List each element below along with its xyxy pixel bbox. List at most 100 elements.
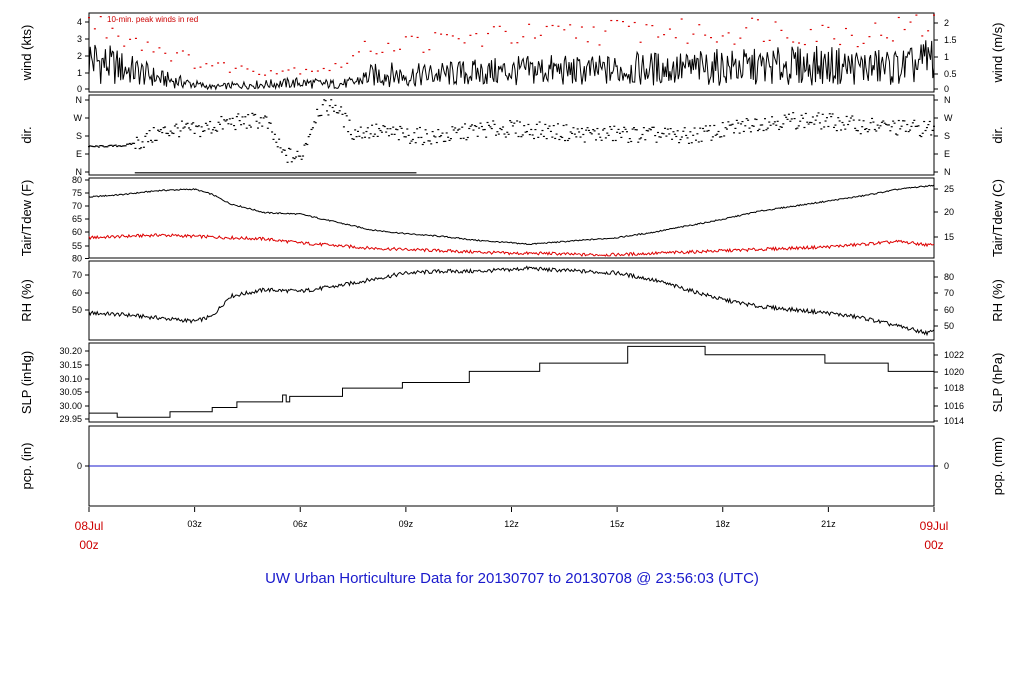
direction-point [149,139,152,141]
direction-point [513,122,516,124]
y-tick-label: W [74,113,83,123]
peak-wind-point [146,41,149,43]
direction-point [572,127,575,129]
direction-point [180,120,183,122]
direction-point [792,112,795,114]
peak-wind-point [404,36,407,38]
x-start-date: 08Jul [75,519,104,533]
direction-point [575,136,578,138]
x-tick-label: 18z [715,519,730,529]
peak-wind-point [645,24,648,26]
peak-wind-point [264,74,267,76]
direction-point [844,128,847,130]
direction-point [807,123,810,125]
direction-point [680,136,683,138]
direction-point [544,123,547,126]
direction-point [589,132,592,134]
y-tick-label-right: 70 [944,288,954,298]
direction-point [299,155,302,157]
direction-point [314,122,317,124]
direction-point [88,146,90,148]
direction-point [772,123,775,125]
direction-point [564,139,567,142]
direction-point [640,137,643,139]
peak-wind-point [481,45,484,47]
direction-point [265,116,268,118]
series-temp-0 [88,184,935,246]
peak-wind-point [704,34,707,36]
peak-wind-point [522,36,525,38]
direction-point [556,123,559,125]
panel-frame [88,342,935,423]
direction-point [230,123,233,125]
direction-point [590,133,593,135]
panel-wind: 0 1 2 3 4 0 0.5 1 1.5 2 wind (kts) wind (m/s) 10-min… [19,12,1005,94]
y-tick-label: 80 [72,254,82,264]
direction-point [752,125,755,127]
direction-point [668,133,671,135]
direction-point [527,123,530,126]
direction-point [510,121,513,123]
direction-point [617,128,620,131]
peak-wind-point [933,14,935,16]
direction-point [704,125,707,127]
y-tick-label: 2 [77,51,82,61]
direction-point [585,129,588,131]
peak-wind-point [193,67,196,69]
peak-wind-point [252,70,255,72]
direction-point [820,128,823,130]
direction-point [910,125,913,128]
direction-point [254,113,257,116]
direction-point [504,136,507,138]
peak-wind-point [715,41,718,43]
direction-point [116,145,119,148]
direction-point [890,126,893,128]
direction-point [724,127,727,129]
direction-point [285,154,288,156]
direction-point [452,129,455,131]
direction-point [799,120,802,122]
direction-point [817,112,820,114]
direction-point [404,136,407,138]
direction-point [913,119,916,121]
direction-point [727,121,730,123]
direction-point [480,125,483,128]
peak-wind-point [827,26,830,28]
direction-point [310,128,313,131]
direction-point [642,127,645,129]
direction-point [755,118,758,121]
direction-point [158,130,161,132]
direction-point [476,135,479,137]
peak-wind-point [921,35,924,37]
direction-point [469,125,472,127]
direction-point [106,146,109,148]
peak-wind-point [510,42,513,44]
peak-wind-point [205,63,208,65]
peak-wind-point [475,33,478,35]
direction-point [751,125,754,127]
direction-point [568,137,571,140]
series-wind-0 [88,40,935,91]
direction-point [714,134,717,136]
peak-wind-point [792,41,795,43]
peak-wind-point [164,52,167,54]
direction-point [148,130,151,132]
direction-point [930,134,933,136]
direction-point [320,114,323,117]
direction-point [313,121,316,123]
direction-point [493,123,496,126]
y-tick-label: S [76,131,82,141]
direction-point [787,113,790,115]
peak-wind-point [445,34,448,36]
direction-point [482,129,485,131]
direction-point [487,124,490,126]
direction-point [344,112,347,115]
direction-point [814,119,817,121]
direction-point [718,136,721,138]
direction-point [123,145,126,147]
direction-point [293,157,296,160]
direction-point [609,126,612,128]
direction-point [151,141,154,143]
direction-point [562,124,565,127]
direction-point [607,134,610,136]
